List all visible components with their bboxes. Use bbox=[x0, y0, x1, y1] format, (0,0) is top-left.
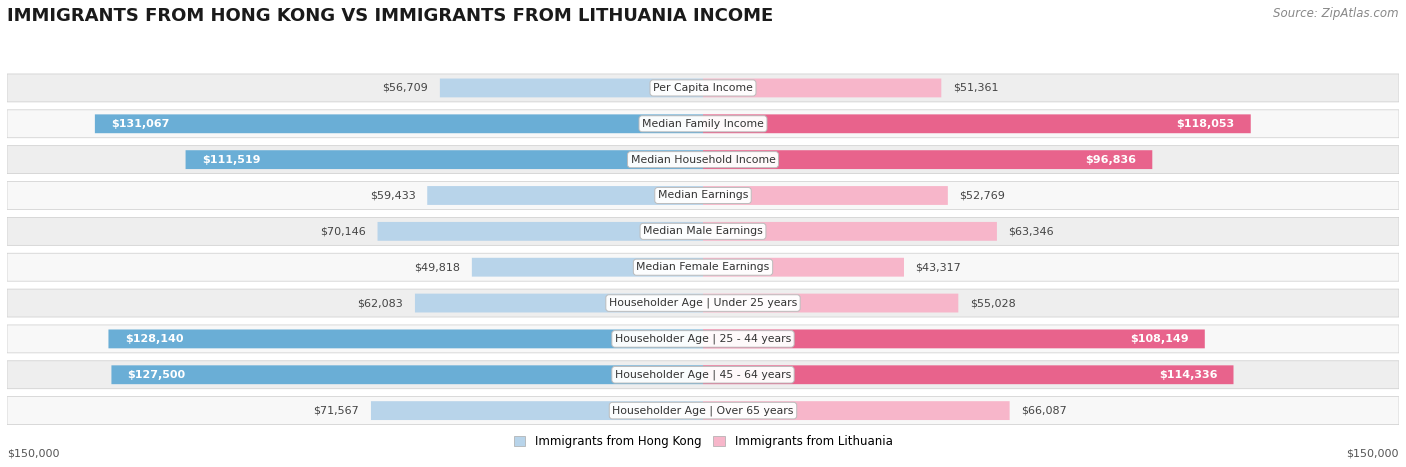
FancyBboxPatch shape bbox=[7, 110, 1399, 138]
Text: Householder Age | Under 25 years: Householder Age | Under 25 years bbox=[609, 298, 797, 308]
Text: $150,000: $150,000 bbox=[7, 449, 59, 459]
Text: Median Household Income: Median Household Income bbox=[630, 155, 776, 165]
FancyBboxPatch shape bbox=[472, 258, 703, 276]
Text: IMMIGRANTS FROM HONG KONG VS IMMIGRANTS FROM LITHUANIA INCOME: IMMIGRANTS FROM HONG KONG VS IMMIGRANTS … bbox=[7, 7, 773, 25]
Text: Median Male Earnings: Median Male Earnings bbox=[643, 226, 763, 236]
FancyBboxPatch shape bbox=[7, 396, 1399, 425]
Legend: Immigrants from Hong Kong, Immigrants from Lithuania: Immigrants from Hong Kong, Immigrants fr… bbox=[509, 431, 897, 453]
Text: Source: ZipAtlas.com: Source: ZipAtlas.com bbox=[1274, 7, 1399, 20]
FancyBboxPatch shape bbox=[7, 217, 1399, 245]
Text: $131,067: $131,067 bbox=[111, 119, 170, 129]
FancyBboxPatch shape bbox=[111, 365, 703, 384]
Text: Householder Age | Over 65 years: Householder Age | Over 65 years bbox=[612, 405, 794, 416]
Text: $96,836: $96,836 bbox=[1085, 155, 1136, 165]
Text: $70,146: $70,146 bbox=[321, 226, 366, 236]
FancyBboxPatch shape bbox=[703, 365, 1233, 384]
Text: $59,433: $59,433 bbox=[370, 191, 416, 200]
FancyBboxPatch shape bbox=[371, 401, 703, 420]
Text: $49,818: $49,818 bbox=[415, 262, 460, 272]
FancyBboxPatch shape bbox=[108, 330, 703, 348]
Text: $51,361: $51,361 bbox=[953, 83, 998, 93]
FancyBboxPatch shape bbox=[7, 74, 1399, 102]
FancyBboxPatch shape bbox=[7, 182, 1399, 210]
Text: $127,500: $127,500 bbox=[128, 370, 186, 380]
Text: $52,769: $52,769 bbox=[959, 191, 1005, 200]
Text: $111,519: $111,519 bbox=[202, 155, 260, 165]
Text: Per Capita Income: Per Capita Income bbox=[652, 83, 754, 93]
FancyBboxPatch shape bbox=[703, 258, 904, 276]
Text: $150,000: $150,000 bbox=[1347, 449, 1399, 459]
Text: $118,053: $118,053 bbox=[1177, 119, 1234, 129]
Text: Median Female Earnings: Median Female Earnings bbox=[637, 262, 769, 272]
FancyBboxPatch shape bbox=[440, 78, 703, 97]
Text: $108,149: $108,149 bbox=[1130, 334, 1188, 344]
FancyBboxPatch shape bbox=[703, 186, 948, 205]
FancyBboxPatch shape bbox=[703, 222, 997, 241]
Text: $56,709: $56,709 bbox=[382, 83, 429, 93]
Text: $62,083: $62,083 bbox=[357, 298, 404, 308]
Text: $43,317: $43,317 bbox=[915, 262, 962, 272]
FancyBboxPatch shape bbox=[703, 78, 941, 97]
FancyBboxPatch shape bbox=[703, 401, 1010, 420]
Text: Median Family Income: Median Family Income bbox=[643, 119, 763, 129]
Text: $128,140: $128,140 bbox=[125, 334, 183, 344]
FancyBboxPatch shape bbox=[7, 361, 1399, 389]
FancyBboxPatch shape bbox=[94, 114, 703, 133]
Text: Median Earnings: Median Earnings bbox=[658, 191, 748, 200]
FancyBboxPatch shape bbox=[703, 150, 1153, 169]
Text: $71,567: $71,567 bbox=[314, 406, 360, 416]
Text: $114,336: $114,336 bbox=[1159, 370, 1218, 380]
FancyBboxPatch shape bbox=[186, 150, 703, 169]
FancyBboxPatch shape bbox=[703, 330, 1205, 348]
FancyBboxPatch shape bbox=[7, 289, 1399, 317]
Text: Householder Age | 45 - 64 years: Householder Age | 45 - 64 years bbox=[614, 369, 792, 380]
FancyBboxPatch shape bbox=[703, 114, 1251, 133]
FancyBboxPatch shape bbox=[7, 253, 1399, 281]
FancyBboxPatch shape bbox=[415, 294, 703, 312]
FancyBboxPatch shape bbox=[7, 325, 1399, 353]
Text: $66,087: $66,087 bbox=[1021, 406, 1067, 416]
FancyBboxPatch shape bbox=[427, 186, 703, 205]
Text: Householder Age | 25 - 44 years: Householder Age | 25 - 44 years bbox=[614, 333, 792, 344]
FancyBboxPatch shape bbox=[378, 222, 703, 241]
Text: $55,028: $55,028 bbox=[970, 298, 1015, 308]
Text: $63,346: $63,346 bbox=[1008, 226, 1054, 236]
FancyBboxPatch shape bbox=[703, 294, 959, 312]
FancyBboxPatch shape bbox=[7, 146, 1399, 174]
